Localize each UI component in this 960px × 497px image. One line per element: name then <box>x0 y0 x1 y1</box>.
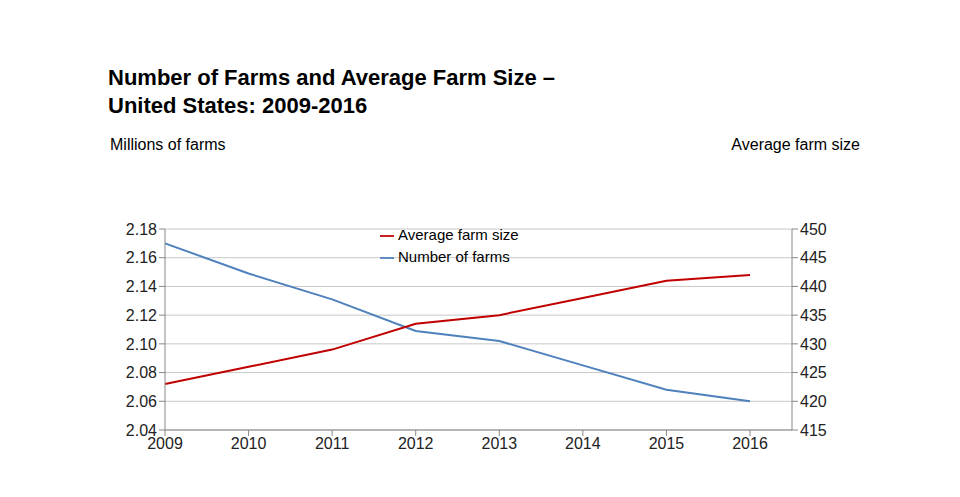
svg-text:2013: 2013 <box>481 435 517 452</box>
html-text:Number of Farms and Average Fa: Number of Farms and Average Farm Size – … <box>108 65 556 118</box>
svg-text:440: 440 <box>800 278 827 295</box>
svg-text:2.04: 2.04 <box>126 422 157 439</box>
html-text:Millions of farms: Millions of farms <box>110 136 226 153</box>
svg-text:430: 430 <box>800 336 827 353</box>
svg-text:2011: 2011 <box>315 435 350 452</box>
svg-text:2.06: 2.06 <box>126 393 157 410</box>
svg-text:450: 450 <box>800 221 827 238</box>
svg-text:2014: 2014 <box>565 435 601 452</box>
svg-text:420: 420 <box>800 393 827 410</box>
html-text:Number of farms: Number of farms <box>398 248 510 265</box>
svg-text:2.16: 2.16 <box>126 249 157 266</box>
svg-text:425: 425 <box>800 364 827 381</box>
svg-text:2015: 2015 <box>649 435 685 452</box>
svg-text:415: 415 <box>800 422 827 439</box>
svg-text:2.12: 2.12 <box>126 307 157 324</box>
svg-text:2016: 2016 <box>732 435 768 452</box>
svg-text:2.14: 2.14 <box>126 278 157 295</box>
html-text:Average farm size: Average farm size <box>731 136 860 153</box>
svg-text:2.08: 2.08 <box>126 364 157 381</box>
svg-text:2010: 2010 <box>231 435 267 452</box>
svg-text:2009: 2009 <box>147 435 183 453</box>
svg-text:445: 445 <box>800 249 827 266</box>
svg-text:2.10: 2.10 <box>126 336 157 353</box>
svg-text:2.18: 2.18 <box>126 221 157 238</box>
svg-text:435: 435 <box>800 307 827 324</box>
html-text:Average farm size: Average farm size <box>398 226 519 243</box>
svg-text:2012: 2012 <box>398 435 434 452</box>
